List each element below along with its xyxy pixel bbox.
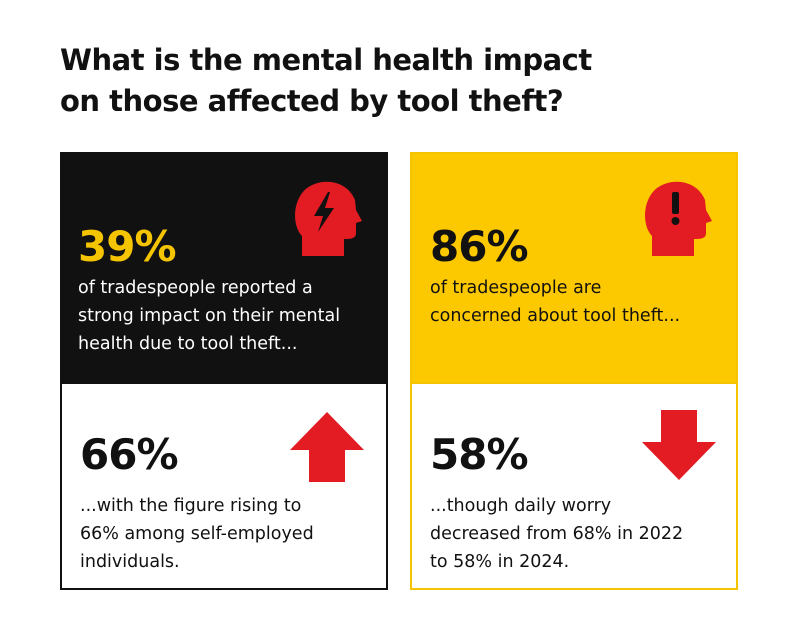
description-line: ...though daily worry <box>430 496 612 516</box>
stat-card: 39% of tradespeople reported a strong im… <box>60 152 388 384</box>
title: What is the mental health impact on thos… <box>60 40 592 122</box>
arrow-up-icon <box>290 412 364 482</box>
title-line: on those affected by tool theft? <box>60 84 564 118</box>
head-icon <box>295 181 362 256</box>
title-line: What is the mental health impact <box>60 43 592 77</box>
stat-card: 66% ...with the figure rising to 66% amo… <box>60 384 388 590</box>
description-line: health due to tool theft... <box>78 334 298 354</box>
description-line: strong impact on their mental <box>78 306 341 326</box>
stat-value: 39% <box>78 222 177 271</box>
stat-description: of tradespeople are concerned about tool… <box>430 274 680 330</box>
description-line: ...with the figure rising to <box>80 496 302 516</box>
description-line: of tradespeople are <box>430 278 602 298</box>
description-line: to 58% in 2024. <box>430 552 570 572</box>
arrow-down-icon <box>642 410 716 480</box>
description-line: individuals. <box>80 552 180 572</box>
stat-card: 86% of tradespeople are concerned about … <box>410 152 738 384</box>
stat-description: ...though daily worry decreased from 68%… <box>430 492 683 576</box>
head-icon <box>645 181 712 256</box>
description-line: of tradespeople reported a <box>78 278 313 298</box>
stat-value: 66% <box>80 430 179 479</box>
stat-description: of tradespeople reported a strong impact… <box>78 274 340 358</box>
description-line: 66% among self-employed <box>80 524 314 544</box>
description-line: decreased from 68% in 2022 <box>430 524 684 544</box>
stat-value: 58% <box>430 430 529 479</box>
stat-description: ...with the figure rising to 66% among s… <box>80 492 314 576</box>
stat-card: 58% ...though daily worry decreased from… <box>410 384 738 590</box>
description-line: concerned about tool theft... <box>430 306 681 326</box>
stat-value: 86% <box>430 222 529 271</box>
